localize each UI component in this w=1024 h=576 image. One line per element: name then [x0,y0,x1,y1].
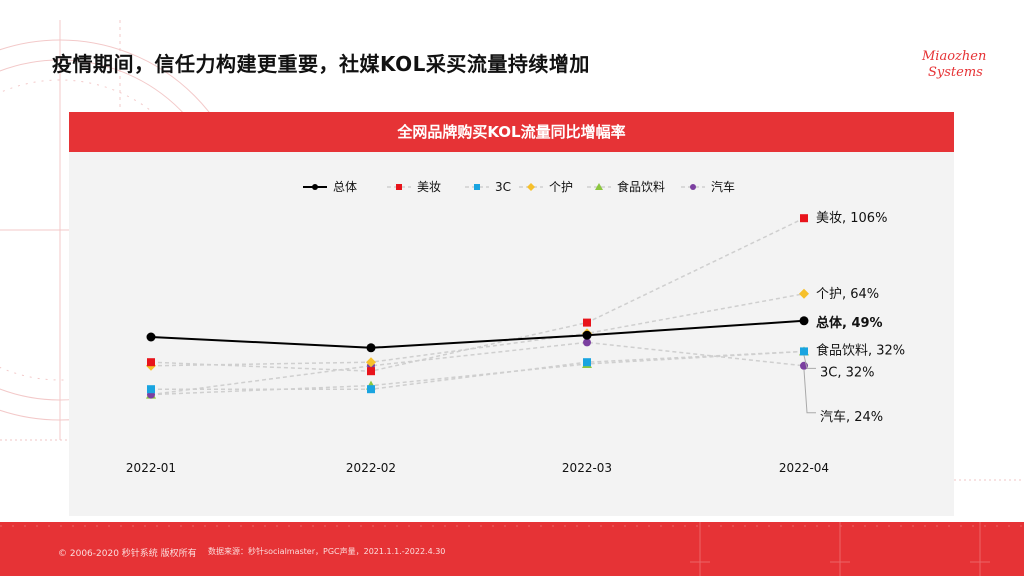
x-tick-4: 2022-04 [779,461,829,475]
point-tech-3 [583,358,591,367]
series-line-beauty [150,217,805,372]
logo-line2: Systems [928,65,983,80]
point-total-2 [366,343,376,353]
legend-label-total: 总体 [333,180,357,194]
end-label-total: 总体, 49% [816,315,883,331]
series-line-personal_care [150,293,805,367]
chart-panel: 全网品牌购买KOL流量同比增幅率 总体, 49% 美妆, 106% 3C, 32% 个… [69,112,954,516]
legend-label-tech: 3C [495,180,511,194]
footer-bar [0,522,1024,576]
point-tech-4 [800,347,808,356]
end-label-beauty: 美妆, 106% [816,211,887,226]
legend-label-auto: 汽车 [711,179,735,194]
legend-marker-personal_care [527,183,535,191]
point-beauty-3 [583,318,591,327]
point-auto-3 [583,338,591,347]
x-tick-3: 2022-03 [562,461,612,475]
end-label-personal_care: 个护, 64% [816,287,879,302]
x-tick-1: 2022-01 [126,461,176,475]
chart-title: 全网品牌购买KOL流量同比增幅率 [69,112,954,152]
point-total-3 [582,330,592,340]
leader-auto [803,369,816,414]
point-beauty-1 [147,358,155,367]
end-label-tech: 3C, 32% [820,365,875,380]
x-tick-2: 2022-02 [346,461,396,475]
legend-marker-total [312,184,318,190]
legend-marker-tech [474,184,480,190]
legend-label-beauty: 美妆 [417,180,441,194]
point-total-1 [146,332,156,342]
point-beauty-2 [367,367,375,376]
line-chart: 总体, 49% 美妆, 106% 3C, 32% 个护, 64% 食品饮料, 32% 汽车… [126,179,905,475]
end-label-auto: 汽车, 24% [820,409,883,425]
series-line-food [150,350,805,396]
leader-tech [803,355,816,369]
legend-label-food: 食品饮料 [617,179,665,194]
series-line-tech [151,350,805,390]
point-personal_care-2 [366,357,376,368]
end-label-food: 食品饮料, 32% [816,342,905,358]
footer-source: 数据来源：秒针socialmaster，PGC声量，2021.1.1.-2022… [208,547,446,556]
page-title: 疫情期间，信任力构建更重要，社媒KOL采买流量持续增加 [52,52,590,76]
legend-marker-beauty [396,184,402,190]
series-line-auto [150,341,805,396]
series-line-total [150,319,805,349]
point-personal_care-4 [799,288,809,299]
point-tech-1 [147,385,155,394]
point-tech-2 [367,385,375,394]
legend-marker-auto [690,184,696,190]
brand-logo: Miaozhen Systems [921,49,986,80]
legend-label-personal_care: 个护 [549,180,573,194]
logo-line1: Miaozhen [921,49,986,64]
point-total-4 [799,316,809,326]
point-beauty-4 [800,214,808,223]
legend-marker-food [595,183,603,190]
footer-copyright: © 2006-2020 秒针系统 版权所有 [58,549,197,559]
